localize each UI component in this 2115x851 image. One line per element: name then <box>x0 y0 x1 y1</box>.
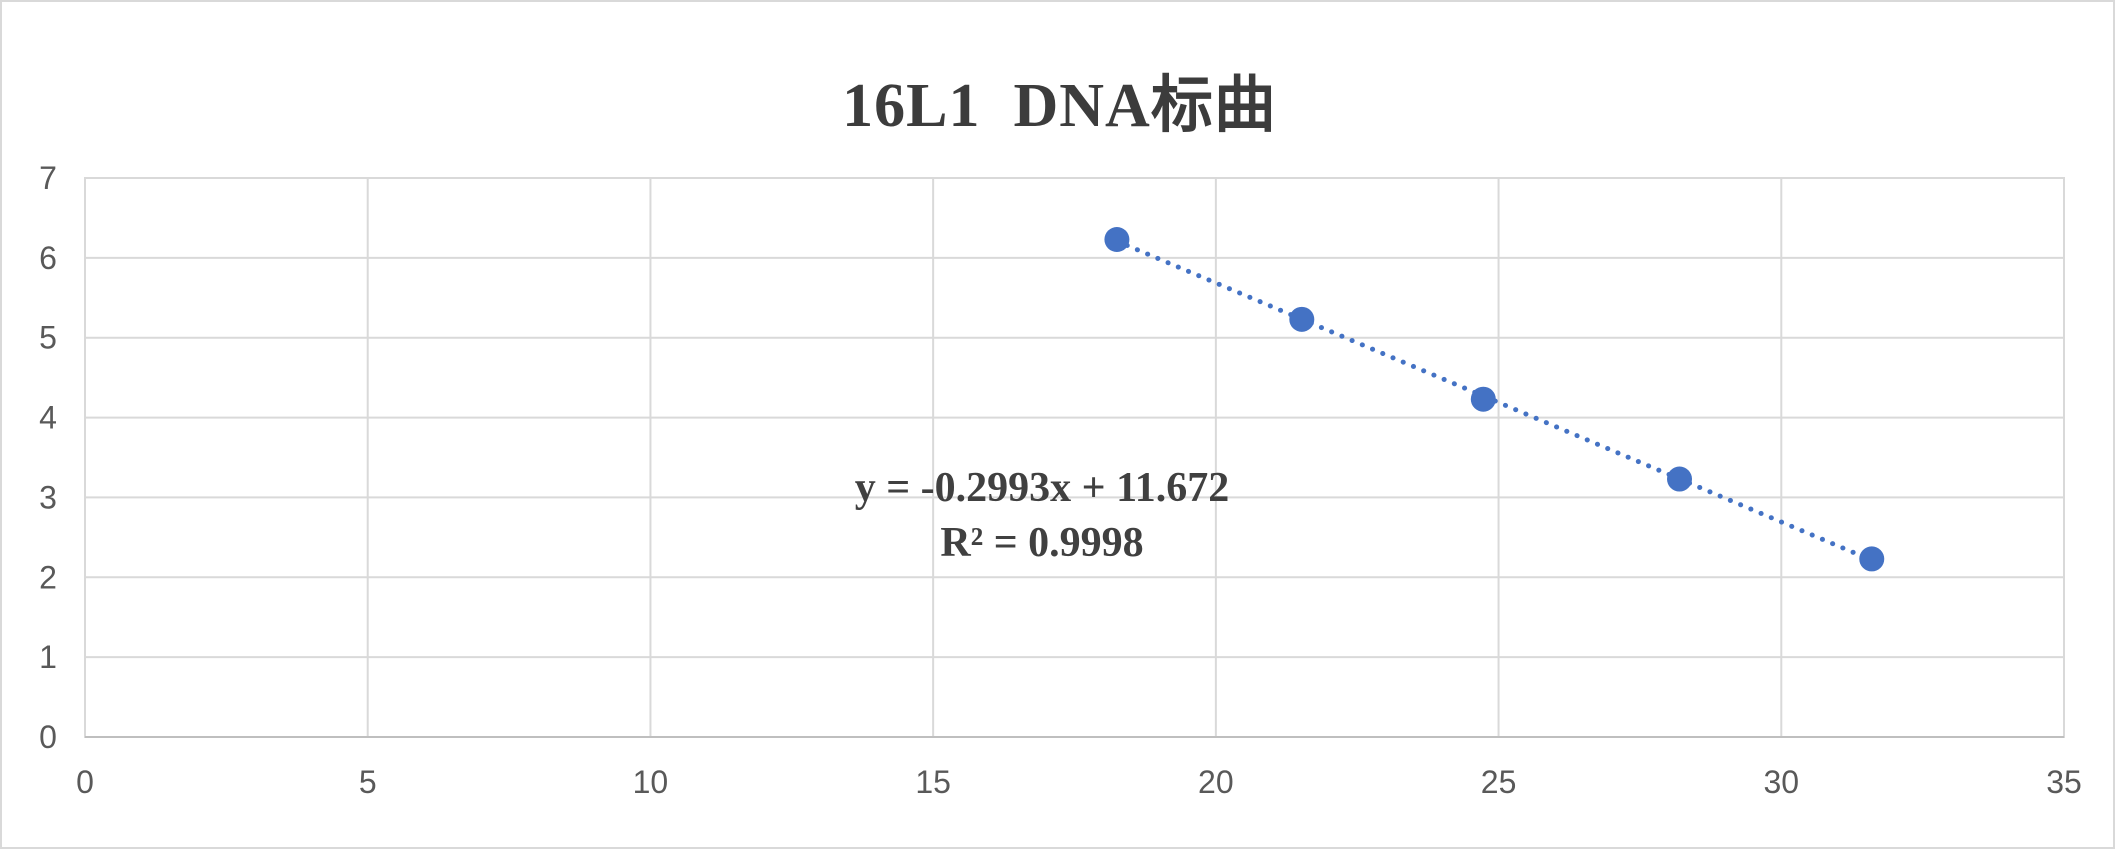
y-tick-label: 1 <box>39 639 57 675</box>
plot-area-border <box>84 177 2065 738</box>
y-tick-label: 3 <box>39 479 57 515</box>
trendline-equation: y = -0.2993x + 11.672 <box>855 465 1230 511</box>
y-tick-label: 5 <box>39 320 57 356</box>
data-point <box>1289 306 1315 332</box>
data-points <box>1104 226 1885 572</box>
x-axis-ticks: 0 5 10 15 20 25 30 35 <box>76 764 2082 800</box>
data-point <box>1104 226 1130 252</box>
y-axis-ticks: 0 1 2 3 4 5 6 7 <box>39 160 57 755</box>
data-point <box>1859 546 1885 572</box>
x-tick-label: 35 <box>2046 764 2082 800</box>
y-tick-label: 2 <box>39 559 57 595</box>
x-tick-label: 25 <box>1481 764 1517 800</box>
x-tick-label: 5 <box>359 764 377 800</box>
grid-lines <box>84 177 2065 738</box>
trendline-r-squared: R² = 0.9998 <box>940 520 1143 566</box>
data-point <box>1667 466 1693 492</box>
y-tick-label: 4 <box>39 400 57 436</box>
y-tick-label: 6 <box>39 240 57 276</box>
data-point <box>1470 386 1496 412</box>
x-tick-label: 0 <box>76 764 94 800</box>
trendline-label: y = -0.2993x + 11.672 R² = 0.9998 <box>855 465 1230 566</box>
x-tick-label: 30 <box>1763 764 1799 800</box>
x-tick-label: 10 <box>633 764 669 800</box>
y-tick-label: 7 <box>39 160 57 196</box>
x-tick-label: 20 <box>1198 764 1234 800</box>
y-tick-label: 0 <box>39 719 57 755</box>
chart-title: 16L1 DNA标曲 <box>842 72 1277 140</box>
plot-area-outline <box>84 177 2065 738</box>
x-tick-label: 15 <box>915 764 951 800</box>
